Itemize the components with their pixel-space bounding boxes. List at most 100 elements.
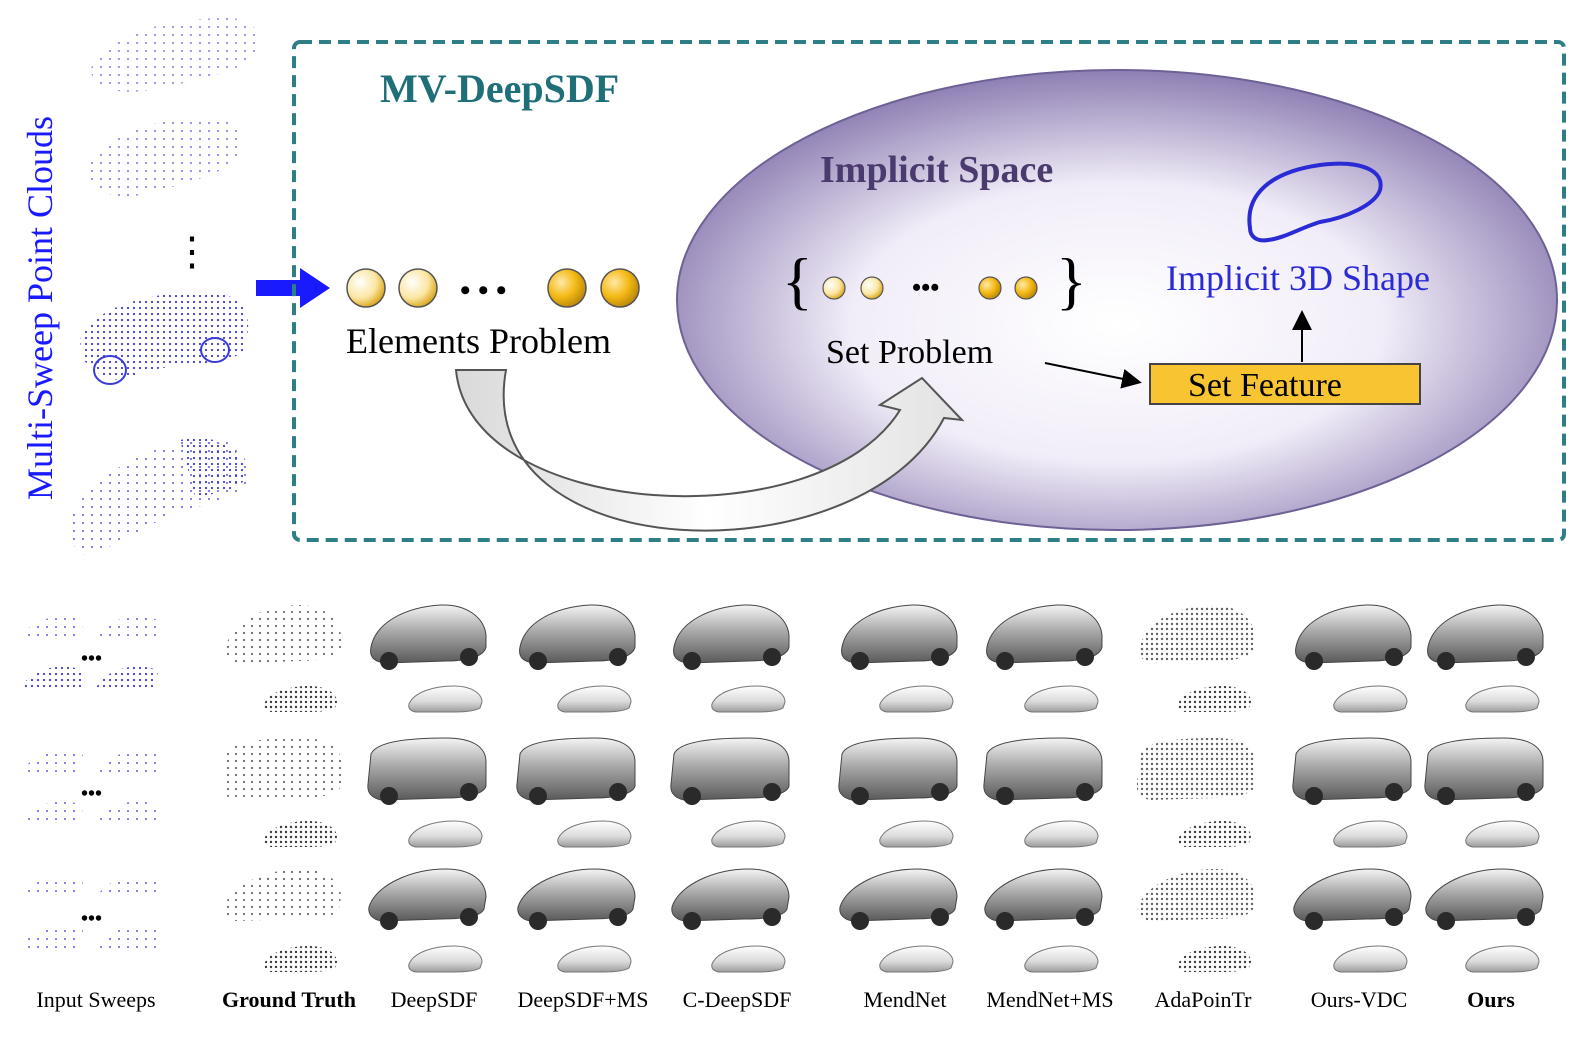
- car-render: [838, 737, 958, 801]
- result-cell: [838, 737, 958, 848]
- car-side-view: [557, 685, 632, 713]
- car-wheel: [460, 908, 478, 926]
- car-render: [1293, 868, 1412, 922]
- car-render: [1424, 737, 1544, 801]
- car-wheel: [851, 652, 869, 670]
- result-cell: •••: [21, 751, 158, 823]
- car-wheel: [931, 908, 949, 926]
- car-render: [983, 737, 1103, 801]
- car-render: [671, 868, 790, 922]
- sweep-points: [96, 801, 158, 823]
- car-side-view: [879, 945, 954, 973]
- elements-problem-label: Elements Problem: [346, 321, 611, 361]
- car-wheel: [763, 648, 781, 666]
- set-ball: [1014, 276, 1038, 300]
- car-render: [1292, 737, 1412, 801]
- box-title: MV-DeepSDF: [380, 66, 619, 111]
- set-ball: [822, 276, 846, 300]
- column-label: Ground Truth: [222, 987, 356, 1012]
- car-wheel: [683, 652, 701, 670]
- car-wheel: [851, 787, 869, 805]
- car-render: [1137, 869, 1255, 921]
- result-cell: [1136, 738, 1255, 847]
- result-cell: [983, 737, 1103, 848]
- car-wheel: [763, 783, 781, 801]
- element-ball: [547, 268, 587, 308]
- column-label: MendNet: [863, 987, 946, 1012]
- result-cell: [223, 869, 341, 972]
- car-side-view: [879, 685, 954, 713]
- side-ellipsis: ⋮: [172, 229, 212, 274]
- car-wheel: [1437, 787, 1455, 805]
- sweep-points: [96, 666, 158, 688]
- car-side-view: [557, 945, 632, 973]
- sweep-points: [21, 751, 83, 773]
- set-to-feature-arrow: [1044, 362, 1142, 389]
- car-wheel: [996, 912, 1014, 930]
- car-render: [1139, 604, 1255, 663]
- implicit-shape-label: Implicit 3D Shape: [1166, 258, 1430, 298]
- sweep-points: [96, 616, 158, 638]
- element-ball: [398, 268, 438, 308]
- car-wheel: [1305, 912, 1323, 930]
- result-cell: [1137, 869, 1255, 972]
- sweep-cloud-3: [80, 291, 249, 385]
- car-render: [1425, 868, 1544, 922]
- car-side-view: [1465, 685, 1540, 713]
- car-wheel: [1517, 908, 1535, 926]
- set-ball: [978, 276, 1002, 300]
- result-cell: [1425, 868, 1544, 973]
- car-side-view: [263, 946, 337, 972]
- result-cell: [671, 868, 790, 973]
- result-cell: [222, 738, 341, 847]
- car-side-view: [1333, 820, 1408, 848]
- car-side-view: [1333, 945, 1408, 973]
- result-cell: [367, 737, 487, 848]
- car-side-view: [1024, 685, 1099, 713]
- element-ball: [346, 268, 386, 308]
- car-render: [516, 737, 636, 801]
- set-feature-label: Set Feature: [1188, 367, 1342, 404]
- car-wheel: [1385, 783, 1403, 801]
- car-wheel: [529, 787, 547, 805]
- column-label: MendNet+MS: [986, 987, 1113, 1012]
- car-wheel: [1517, 648, 1535, 666]
- result-cell: •••: [21, 616, 158, 688]
- car-render: [223, 869, 341, 921]
- car-wheel: [1076, 908, 1094, 926]
- elements-ellipsis: • • •: [460, 274, 507, 307]
- result-cell: [1427, 604, 1544, 713]
- result-cell: [1292, 737, 1412, 848]
- sweep-points: [21, 616, 83, 638]
- sweep-points: [21, 801, 83, 823]
- sweep-points: [96, 926, 158, 948]
- car-wheel: [529, 912, 547, 930]
- car-side-view: [1177, 821, 1251, 847]
- result-cell: [517, 868, 636, 973]
- car-wheel: [460, 648, 478, 666]
- result-cell: [225, 604, 341, 712]
- car-wheel: [1385, 908, 1403, 926]
- car-render: [984, 868, 1103, 922]
- comparison-grid: ••• ••• •••: [21, 604, 1544, 973]
- car-side-view: [1177, 946, 1251, 972]
- car-side-view: [879, 820, 954, 848]
- sweep-points: [21, 926, 83, 948]
- car-wheel: [1437, 652, 1455, 670]
- column-label: Ours-VDC: [1311, 987, 1408, 1012]
- result-cell: [519, 604, 636, 713]
- sweep-cloud-1: [90, 17, 261, 92]
- car-wheel: [1385, 648, 1403, 666]
- result-cell: [984, 868, 1103, 973]
- set-brace-open: {: [782, 245, 813, 316]
- car-wheel: [1305, 787, 1323, 805]
- column-label: AdaPoinTr: [1155, 987, 1253, 1012]
- car-wheel: [851, 912, 869, 930]
- set-ellipsis: •••: [912, 273, 939, 302]
- car-side-view: [408, 685, 483, 713]
- car-wheel: [1437, 912, 1455, 930]
- car-side-view: [263, 686, 337, 712]
- implicit-space-label: Implicit Space: [820, 149, 1053, 191]
- set-brace-close: }: [1056, 245, 1087, 316]
- set-feature-box: [1149, 363, 1421, 405]
